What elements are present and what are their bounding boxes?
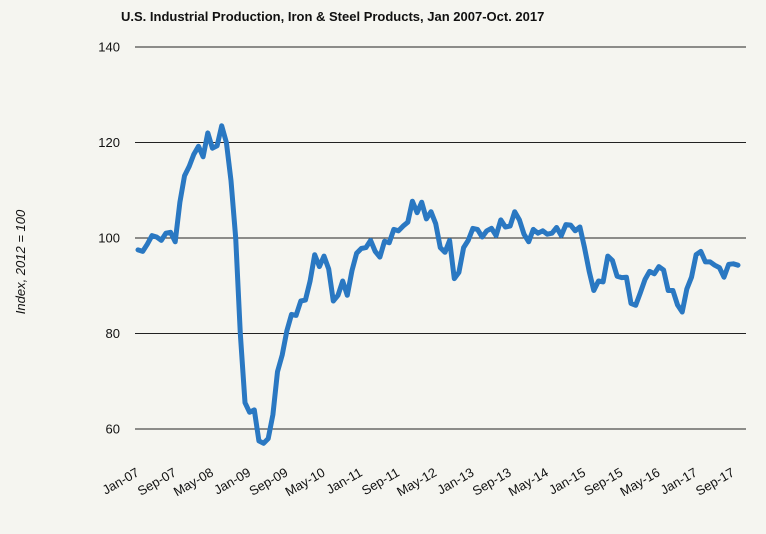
x-tick-labels: Jan-07Sep-07May-08Jan-09Sep-09May-10Jan-…	[100, 465, 737, 500]
x-tick-label: May-12	[394, 465, 439, 500]
chart-title: U.S. Industrial Production, Iron & Steel…	[121, 9, 544, 24]
y-tick-label: 60	[106, 422, 120, 437]
x-tick-label: Sep-17	[693, 465, 737, 499]
x-tick-label: May-10	[282, 465, 327, 500]
y-axis-label: Index, 2012 = 100	[13, 209, 28, 314]
x-tick-label: May-16	[617, 465, 662, 500]
y-tick-label: 80	[106, 326, 120, 341]
x-tick-label: Jan-17	[658, 465, 700, 498]
x-tick-label: May-08	[171, 465, 216, 500]
series-line-0	[135, 123, 741, 446]
x-tick-label: Sep-13	[470, 465, 514, 499]
y-tick-label: 120	[98, 135, 120, 150]
x-tick-label: Jan-13	[434, 465, 476, 498]
x-tick-label: May-14	[506, 465, 551, 500]
x-tick-label: Sep-15	[581, 465, 625, 499]
x-tick-label: Jan-11	[324, 465, 365, 497]
y-tick-labels: 60 80 100 120 140	[98, 40, 120, 437]
y-tick-label: 100	[98, 231, 120, 246]
x-tick-label: Jan-07	[100, 465, 142, 498]
x-tick-label: Sep-09	[247, 465, 291, 499]
x-tick-label: Sep-11	[359, 465, 402, 498]
x-tick-label: Jan-09	[211, 465, 253, 498]
series-layer	[135, 123, 741, 446]
x-tick-label: Sep-07	[135, 465, 179, 499]
x-tick-label: Jan-15	[546, 465, 588, 498]
y-tick-label: 140	[98, 40, 120, 55]
